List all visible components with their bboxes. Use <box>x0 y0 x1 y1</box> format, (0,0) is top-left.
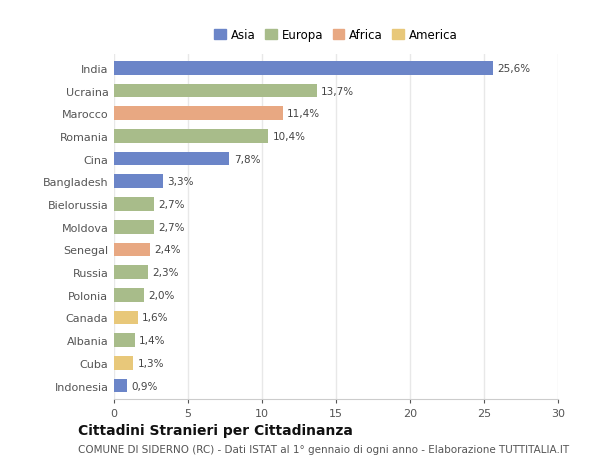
Bar <box>114 198 154 211</box>
Text: Cittadini Stranieri per Cittadinanza: Cittadini Stranieri per Cittadinanza <box>78 423 353 437</box>
Text: 2,0%: 2,0% <box>148 290 175 300</box>
Bar <box>114 311 137 325</box>
Text: 7,8%: 7,8% <box>234 154 260 164</box>
Bar <box>114 62 493 75</box>
Bar <box>114 220 154 234</box>
Bar <box>114 175 163 189</box>
Text: 1,6%: 1,6% <box>142 313 169 323</box>
Text: 11,4%: 11,4% <box>287 109 320 119</box>
Text: 2,7%: 2,7% <box>158 222 185 232</box>
Text: 10,4%: 10,4% <box>272 132 305 142</box>
Bar <box>114 288 143 302</box>
Bar <box>114 130 268 143</box>
Text: 0,9%: 0,9% <box>132 381 158 391</box>
Text: 1,4%: 1,4% <box>139 336 166 346</box>
Text: 2,4%: 2,4% <box>154 245 181 255</box>
Bar <box>114 266 148 279</box>
Text: 3,3%: 3,3% <box>167 177 194 187</box>
Bar <box>114 84 317 98</box>
Bar <box>114 243 149 257</box>
Text: 2,3%: 2,3% <box>152 268 179 278</box>
Legend: Asia, Europa, Africa, America: Asia, Europa, Africa, America <box>212 27 460 44</box>
Bar <box>114 107 283 121</box>
Bar <box>114 379 127 392</box>
Text: 13,7%: 13,7% <box>321 86 355 96</box>
Bar <box>114 152 229 166</box>
Text: 25,6%: 25,6% <box>497 64 530 73</box>
Text: 2,7%: 2,7% <box>158 200 185 210</box>
Text: 1,3%: 1,3% <box>137 358 164 368</box>
Bar <box>114 356 133 370</box>
Text: COMUNE DI SIDERNO (RC) - Dati ISTAT al 1° gennaio di ogni anno - Elaborazione TU: COMUNE DI SIDERNO (RC) - Dati ISTAT al 1… <box>78 444 569 454</box>
Bar <box>114 334 135 347</box>
